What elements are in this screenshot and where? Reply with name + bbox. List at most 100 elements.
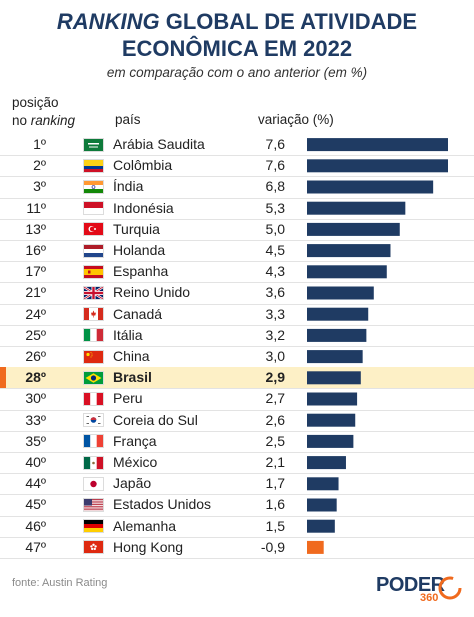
south-korea-flag <box>83 413 104 428</box>
country-label: Hong Kong <box>113 538 184 555</box>
country-label: Turquia <box>113 220 160 237</box>
rank-label: 47º <box>25 538 46 555</box>
value-label: 3,3 <box>265 305 285 322</box>
row-divider <box>0 536 474 538</box>
table-row <box>0 516 474 537</box>
row-divider <box>0 218 474 220</box>
rank-label: 45º <box>25 496 46 513</box>
value-label: -0,9 <box>260 538 285 555</box>
brazil-flag <box>83 370 104 385</box>
value-label: 4,3 <box>265 263 285 280</box>
country-label: Colômbia <box>113 157 173 174</box>
turkey-flag <box>83 222 104 237</box>
table-row <box>0 155 474 176</box>
rank-header-line2b: ranking <box>30 113 76 128</box>
country-label: Holanda <box>113 242 166 258</box>
logo-name: PODER <box>376 574 445 596</box>
rank-label: 44º <box>25 475 46 492</box>
country-label: Coreia do Sul <box>113 411 198 428</box>
country-label: Estados Unidos <box>113 496 212 513</box>
value-label: 5,3 <box>265 199 285 216</box>
table-row <box>0 410 474 431</box>
italy-flag <box>83 328 104 343</box>
table-row <box>0 176 474 197</box>
india-flag <box>83 179 104 194</box>
rank-label: 25º <box>25 326 46 343</box>
japan-flag <box>83 476 104 491</box>
row-divider <box>0 473 474 475</box>
poder360-logo: PODER 360 <box>376 574 466 608</box>
country-label: Índia <box>113 178 144 195</box>
table-row <box>0 325 474 346</box>
variation-column-header: variação (%) <box>258 112 334 127</box>
country-label: México <box>113 454 158 470</box>
value-label: 1,5 <box>265 517 285 534</box>
value-label: 2,6 <box>265 411 285 428</box>
row-divider <box>0 155 474 157</box>
value-label: 2,1 <box>265 454 285 470</box>
row-divider <box>0 515 474 517</box>
title-em: RANKING <box>56 9 160 34</box>
table-row <box>0 304 474 325</box>
value-label: 1,7 <box>265 475 285 492</box>
country-label: Brasil <box>113 369 152 386</box>
saudi-arabia-flag <box>83 137 104 152</box>
hong-kong-flag <box>83 540 104 555</box>
table-row <box>0 494 474 515</box>
table-row <box>0 219 474 240</box>
rank-label: 40º <box>25 454 46 470</box>
rank-header-line2a: no <box>12 113 31 128</box>
rank-header-line1: posição <box>12 95 59 110</box>
canada-flag <box>83 307 104 322</box>
country-label: Japão <box>113 475 152 492</box>
rank-label: 2º <box>33 157 46 174</box>
united-kingdom-flag <box>83 285 104 300</box>
country-label: Reino Unido <box>113 284 191 301</box>
country-label: Arábia Saudita <box>113 136 205 152</box>
table-row <box>0 367 474 389</box>
value-label: 2,9 <box>265 369 285 386</box>
rank-label: 28º <box>25 369 46 386</box>
table-row <box>0 431 474 452</box>
table-row <box>0 537 474 558</box>
rank-label: 11º <box>26 199 46 216</box>
value-label: 3,2 <box>265 326 285 343</box>
row-divider <box>0 261 474 263</box>
indonesia-flag <box>83 201 104 216</box>
germany-flag <box>83 519 104 534</box>
rank-label: 46º <box>25 517 46 534</box>
table-row <box>0 240 474 261</box>
netherlands-flag <box>83 243 104 258</box>
source-note: fonte: Austin Rating <box>12 577 108 589</box>
rank-label: 17º <box>25 263 46 280</box>
rank-label: 13º <box>25 220 46 237</box>
value-label: 7,6 <box>265 136 285 152</box>
value-label: 6,8 <box>265 178 285 195</box>
chart-subtitle: em comparação com o ano anterior (em %) <box>106 65 368 80</box>
value-label: 1,6 <box>265 496 285 513</box>
country-column-header: país <box>115 112 141 127</box>
logo-mark-icon <box>438 576 462 600</box>
country-label: França <box>113 432 157 449</box>
table-row <box>0 473 474 494</box>
table-row <box>0 388 474 409</box>
table-row <box>0 134 474 155</box>
table-row <box>0 282 474 303</box>
title-rest: GLOBAL DE ATIVIDADE <box>165 9 418 34</box>
value-label: 2,7 <box>265 390 285 407</box>
rank-column-header: posição no ranking <box>12 94 75 130</box>
rank-label: 30º <box>25 390 46 407</box>
rank-label: 35º <box>25 432 46 449</box>
row-divider <box>0 558 474 559</box>
table-row <box>0 198 474 219</box>
rank-label: 24º <box>25 305 46 322</box>
table-row <box>0 261 474 282</box>
row-divider <box>0 430 474 432</box>
table-row <box>0 452 474 473</box>
row-divider <box>0 303 474 305</box>
spain-flag <box>83 264 104 279</box>
value-label: 7,6 <box>265 157 285 174</box>
country-label: Canadá <box>113 305 163 322</box>
value-label: 2,5 <box>265 432 285 449</box>
country-label: Peru <box>113 390 143 407</box>
